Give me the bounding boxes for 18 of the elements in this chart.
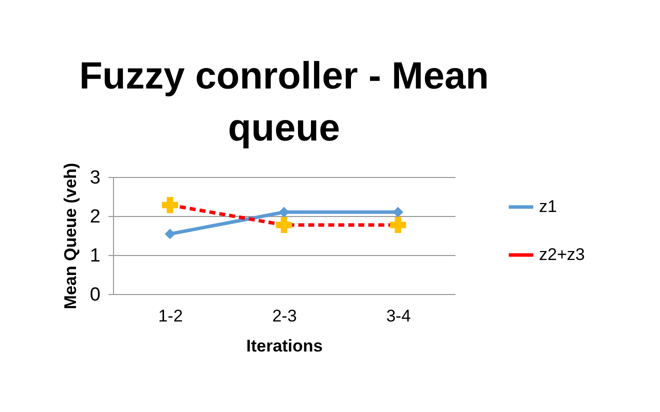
- point: [278, 206, 290, 218]
- point: [392, 206, 404, 218]
- legend-label: z1: [539, 197, 557, 216]
- y-tick-label: 1: [90, 246, 100, 266]
- y-tick-label: 2: [90, 206, 100, 228]
- legend-label: z2+z3: [539, 245, 585, 264]
- x-tick-label: 2-3: [272, 306, 297, 326]
- x-tick-label: 1-2: [158, 306, 183, 326]
- point: [276, 216, 292, 234]
- x-axis-title: Iterations: [246, 336, 323, 356]
- point: [390, 216, 406, 234]
- y-tick-label: 3: [90, 168, 100, 188]
- x-tick-label: 3-4: [386, 306, 411, 326]
- y-tick-label: 0: [90, 284, 100, 306]
- chart-title: Fuzzy conroller - Mean queue: [79, 55, 489, 150]
- y-axis-title: Mean Queue (veh): [60, 162, 80, 310]
- point: [164, 228, 176, 240]
- point: [162, 197, 178, 214]
